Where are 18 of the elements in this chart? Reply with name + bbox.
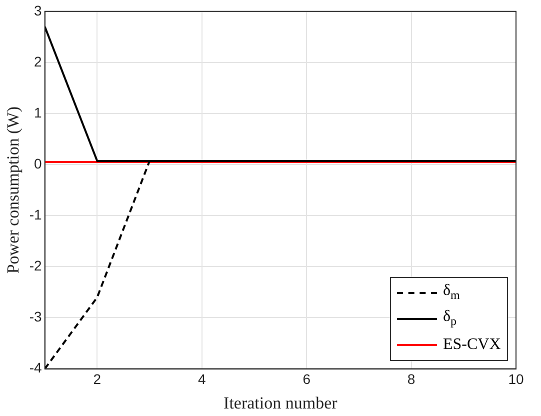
y-tick-label: -4 [29,360,42,376]
legend-label: δ$_{m}$ [443,282,460,304]
legend-label: δ$_{p}$ [443,308,457,330]
y-tick-label: 0 [34,155,42,172]
x-tick-label: 4 [198,371,206,388]
x-tick-label: 6 [302,371,311,388]
x-tick-label: 2 [93,371,102,388]
y-tick-label: -3 [29,308,42,325]
x-tick-label: 10 [508,371,524,388]
y-tick-label: 1 [34,104,42,120]
x-tick-label: 8 [407,371,416,388]
legend-label: ES-CVX [443,336,501,354]
y-tick-label: -2 [29,258,42,274]
y-tick-label: 2 [34,53,42,70]
x-axis-title: Iteration number [224,393,338,412]
y-axis-title: Power consumption (W) [4,106,23,274]
y-tick-label: 3 [34,2,42,18]
y-tick-label: -1 [29,206,42,222]
